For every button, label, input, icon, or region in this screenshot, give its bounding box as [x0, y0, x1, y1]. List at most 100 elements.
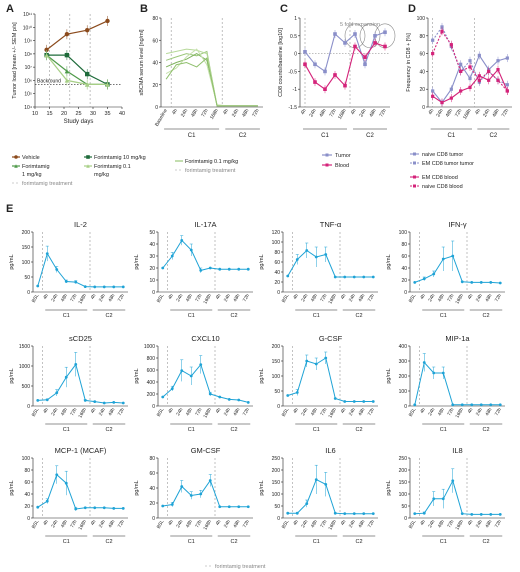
e-data-point [314, 362, 318, 366]
e-x-tick-label: 24h [427, 407, 436, 417]
e-y-tick-label: 50 [149, 230, 155, 236]
e-x-tick-label: 48h [232, 293, 241, 303]
panel-d-y-axis-label: Frequency in CD8 + [%] [406, 33, 412, 92]
e-data-point [324, 356, 328, 360]
e-x-tick-label: 72h [319, 519, 328, 529]
panel-d-cycle-label: C2 [489, 133, 497, 139]
a-x-tick-label: 40 [119, 111, 125, 117]
e-data-point [227, 505, 231, 509]
e-cycle-label: C2 [482, 313, 489, 319]
e-y-tick-label: 100 [399, 230, 408, 236]
a-legend-marker [14, 155, 18, 159]
e-data-point [227, 267, 231, 271]
e-data-point [199, 492, 203, 496]
e-data-point [102, 506, 106, 510]
e-y-tick-label: 60 [24, 480, 30, 486]
d-data-point [468, 85, 472, 90]
e-data-point [208, 479, 212, 482]
e-x-tick-label: 48h [232, 519, 241, 529]
c-legend-label: Tumor [335, 153, 351, 159]
a-x-axis-label: Study days [64, 119, 94, 125]
a-y-tick-label: 10⁴ [24, 105, 32, 111]
d-legend-marker [413, 175, 416, 179]
e-y-tick-label: 20 [149, 266, 155, 272]
e-data-point [470, 403, 474, 407]
c-data-point [363, 62, 367, 67]
c-data-point [353, 32, 357, 36]
d-data-point [431, 89, 435, 93]
e-y-axis-label: pg/mL [259, 254, 265, 269]
e-data-point [55, 473, 59, 477]
d-data-point [496, 59, 500, 63]
panel-b-y-axis-label: sBCMA serum level [ng/ml] [139, 29, 145, 95]
e-data-point [102, 401, 106, 405]
e-x-tick-label: 4h [215, 407, 223, 415]
e-y-tick-label: 0 [277, 516, 280, 522]
panel-d-x-tick-label: 48h [445, 108, 454, 118]
panel-d-cycle-label: C1 [447, 133, 455, 139]
e-data-point [45, 398, 49, 402]
e-x-tick-label: 24h [50, 407, 59, 417]
e-x-tick-label: 24h [475, 407, 484, 417]
e-y-tick-label: 0 [404, 404, 407, 410]
e-subplot-title: GM-CSF [191, 446, 221, 455]
e-x-tick-label: 4h [215, 293, 223, 301]
c-expansion-circle [359, 23, 381, 49]
d-legend-label: naive CD8 tumor [422, 152, 463, 158]
c-data-point [303, 50, 307, 54]
a-x-tick-label: 30 [90, 111, 96, 117]
e-cycle-label: C1 [313, 313, 320, 319]
e-x-tick-label: 4h [292, 519, 300, 527]
e-x-tick-label: 168h [327, 407, 338, 420]
e-y-tick-label: 0 [152, 516, 155, 522]
e-x-tick-label: 48h [437, 519, 446, 529]
e-x-tick-label: 72h [117, 293, 126, 303]
e-cycle-label: C2 [105, 539, 112, 545]
a-y-tick-label: 10¹⁰ [23, 25, 32, 31]
c-data-point [353, 44, 357, 49]
e-y-tick-label: 80 [401, 242, 407, 248]
e-cycle-label: C2 [355, 313, 362, 319]
e-x-tick-label: 24h [300, 407, 309, 417]
d-data-point [477, 74, 481, 78]
e-x-tick-label: 168h [77, 293, 88, 306]
e-y-tick-label: 0 [152, 404, 155, 410]
e-data-point [343, 512, 347, 516]
e-y-tick-label: 20 [24, 504, 30, 510]
e-x-tick-label: 72h [446, 519, 455, 529]
panel-c-x-tick-label: 72h [378, 108, 387, 118]
c-legend-marker [325, 163, 329, 167]
e-data-point [55, 268, 59, 271]
c-data-point [383, 44, 387, 49]
a-data-point [64, 78, 70, 83]
b-legend-label: forimtamig treatment [185, 168, 236, 174]
e-data-point [498, 403, 502, 407]
panel-c-y-axis-label: CD8 counts/baseline [log10] [278, 28, 284, 97]
e-data-point [460, 280, 464, 284]
e-cycle-label: C1 [63, 427, 70, 433]
e-y-tick-label: 100 [399, 389, 408, 395]
c-data-point [303, 62, 307, 67]
b-legend-label: Forimtamig 0.1 mg/kg [185, 159, 238, 165]
e-cycle-label: C1 [440, 539, 447, 545]
e-x-tick-label: 4h [167, 519, 175, 527]
panel-c-x-tick-label: 168h [337, 108, 348, 121]
e-data-point [64, 481, 68, 485]
e-x-tick-label: 24h [300, 293, 309, 303]
e-y-tick-label: 100 [22, 260, 31, 266]
c-data-point [343, 83, 347, 88]
a-y-tick-label: 10¹¹ [23, 12, 32, 18]
e-y-tick-label: 0 [277, 290, 280, 296]
e-data-point [64, 375, 68, 379]
e-y-axis-label: pg/mL [9, 368, 15, 383]
e-data-point [121, 285, 125, 289]
e-data-point [324, 253, 328, 256]
e-series-line [414, 479, 501, 515]
e-y-tick-label: 50 [274, 389, 280, 395]
e-x-tick-label: 24h [50, 519, 59, 529]
e-y-tick-label: 100 [272, 240, 281, 246]
panel-d-y-tick-label: 100 [417, 16, 426, 22]
e-data-point [218, 267, 222, 271]
e-cycle-label: C2 [230, 539, 237, 545]
e-y-tick-label: 10 [149, 278, 155, 284]
